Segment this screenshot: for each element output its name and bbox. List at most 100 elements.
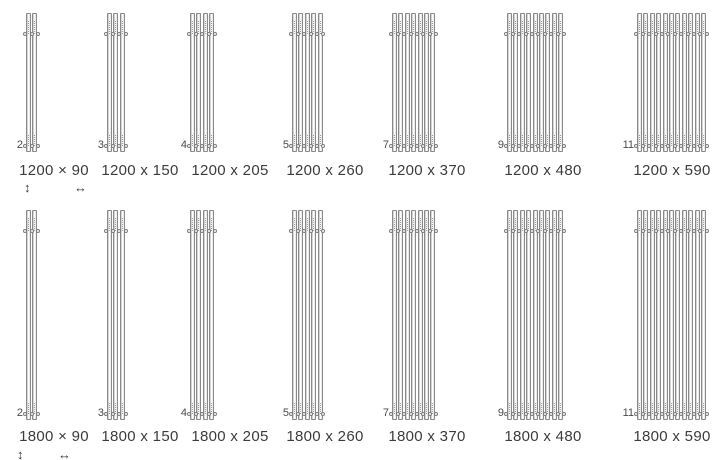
tube-dotted-line <box>406 403 408 414</box>
connection-circle <box>36 144 41 148</box>
connection-circle <box>408 32 413 36</box>
size-label-1800x260: 1800 x 260 <box>286 428 364 445</box>
tube-dotted-line <box>192 21 193 34</box>
tube-dotted-line <box>677 21 679 34</box>
connection-circle <box>529 144 534 148</box>
connection-circle <box>659 144 664 148</box>
connection-circle <box>698 32 703 36</box>
connection-circle <box>402 412 407 416</box>
tube-dotted-line <box>645 135 647 146</box>
radiator-figure-1800x590 <box>634 210 709 420</box>
tube-dotted-line <box>313 21 315 34</box>
connection-circle <box>653 229 658 233</box>
radiator-tube <box>417 13 423 152</box>
radiator-tube <box>662 13 668 152</box>
tube-dotted-line <box>509 403 510 414</box>
connection-circle <box>402 144 407 148</box>
tube-dotted-line <box>515 403 517 414</box>
tube-dotted-line <box>400 135 402 146</box>
tube-dotted-line <box>121 135 123 146</box>
tube-dotted-line <box>639 135 640 146</box>
connection-circle <box>427 144 432 148</box>
tube-dotted-line <box>690 218 692 231</box>
tube-dotted-line <box>28 403 29 414</box>
tube-dotted-line <box>658 135 660 146</box>
tube-dotted-line <box>651 218 653 231</box>
tube-dotted-line <box>651 403 653 414</box>
radiator-tube <box>107 13 112 152</box>
tube-dotted-line <box>432 21 434 34</box>
radiator-tube <box>688 13 694 152</box>
tube-dotted-line <box>534 21 536 34</box>
radiator-tube <box>209 210 215 420</box>
connection-circle <box>679 144 684 148</box>
size-label-1200x260: 1200 x 260 <box>286 162 364 179</box>
connection-circle <box>510 144 515 148</box>
connection-circle <box>434 32 439 36</box>
connection-circle <box>549 412 554 416</box>
connection-circle <box>200 32 205 36</box>
connection-circle <box>212 32 217 36</box>
tube-dotted-line <box>528 218 530 231</box>
connection-circle <box>685 32 690 36</box>
connection-circle <box>666 229 671 233</box>
radiator-tube <box>513 13 519 152</box>
radiator-figure-1800x90 <box>23 210 41 420</box>
connection-circle <box>308 32 313 36</box>
connection-circle <box>421 144 426 148</box>
connection-circle <box>321 229 326 233</box>
tube-dotted-line <box>306 403 308 414</box>
tube-dotted-line <box>515 218 517 231</box>
radiator-tube <box>551 210 557 420</box>
size-label-1800x590: 1800 x 590 <box>633 428 711 445</box>
connection-circle <box>302 32 307 36</box>
connection-circle <box>517 144 522 148</box>
tube-dotted-line <box>192 135 193 146</box>
tube-dotted-line <box>696 403 698 414</box>
radiator-figure-1200x480 <box>504 13 566 152</box>
connection-circle <box>679 32 684 36</box>
connection-circle <box>308 229 313 233</box>
tube-dotted-line <box>664 21 666 34</box>
connection-circle <box>529 32 534 36</box>
radiator-tube <box>317 13 323 152</box>
connection-circle <box>321 144 326 148</box>
tube-dotted-line <box>690 403 692 414</box>
tube-dotted-line <box>34 21 36 34</box>
connection-circle <box>389 412 394 416</box>
tube-dotted-line <box>204 218 206 231</box>
radiator-tube <box>304 13 310 152</box>
tube-dotted-line <box>671 218 672 231</box>
tube-dotted-line <box>426 403 427 414</box>
tube-dotted-line <box>115 403 117 414</box>
connection-circle <box>679 412 684 416</box>
radiator-tube <box>551 13 557 152</box>
radiator-tube <box>700 210 706 420</box>
tube-dotted-line <box>400 403 402 414</box>
tube-dotted-line <box>677 135 679 146</box>
radiator-tube <box>190 13 195 152</box>
connection-circle <box>308 144 313 148</box>
connection-circle <box>29 144 34 148</box>
tube-dotted-line <box>547 21 549 34</box>
tube-dotted-line <box>306 218 308 231</box>
tube-count-label: 3 <box>97 139 104 151</box>
connection-circle <box>647 412 652 416</box>
connection-circle <box>685 144 690 148</box>
connection-circle <box>704 229 709 233</box>
tube-dotted-line <box>639 218 640 231</box>
tube-dotted-line <box>560 403 562 414</box>
connection-circle <box>321 32 326 36</box>
connection-circle <box>117 144 122 148</box>
connection-circle <box>679 229 684 233</box>
radiator-tube <box>119 210 125 420</box>
connection-circle <box>561 412 566 416</box>
radiator-tube <box>113 13 119 152</box>
tube-dotted-line <box>313 218 315 231</box>
connection-circle <box>414 229 419 233</box>
connection-circle <box>302 229 307 233</box>
connection-circle <box>561 32 566 36</box>
connection-circle <box>395 32 400 36</box>
connection-circle <box>36 32 41 36</box>
